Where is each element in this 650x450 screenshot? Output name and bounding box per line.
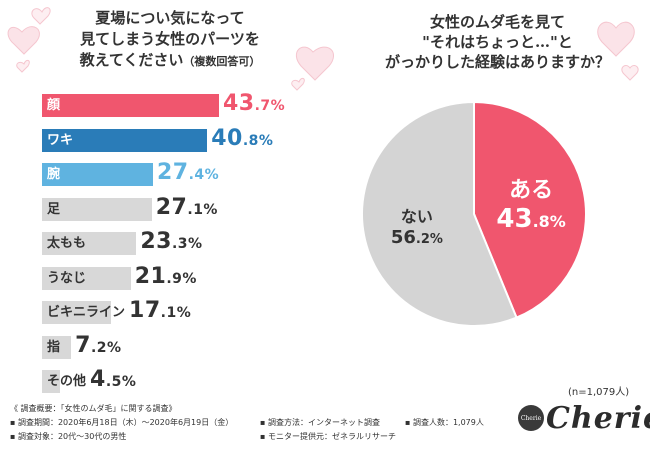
bar-value-dec-3: .1% <box>187 201 218 218</box>
pie-slice-1 <box>361 100 518 327</box>
pie-label-0: ある 43.8% <box>496 172 565 234</box>
bar-value-dec-2: .4% <box>188 167 220 183</box>
bar-label-7: 指 <box>47 339 61 355</box>
bar-0 <box>42 94 219 117</box>
bar-label-2: 腕 <box>47 167 61 182</box>
bar-label-6: ビキニライン <box>47 305 126 320</box>
heart-decoration-top-left <box>7 7 51 73</box>
bar-value-3: 27.1% <box>156 193 218 223</box>
bar-value-4: 23.3% <box>140 227 202 257</box>
brand-emblem-icon: Cherie <box>518 405 544 431</box>
bar-value-dec-1: .8% <box>242 132 274 149</box>
brand-logo: Cherie Cherie <box>518 398 650 438</box>
right-title-line-3: がっかりした経験はありますか？ <box>384 53 610 71</box>
right-question-title: 女性のムダ毛を見て "それはちょっと…"と がっかりした経験はありますか？ <box>345 12 650 72</box>
heart-decoration-mid <box>291 46 335 91</box>
left-title-line-1: 夏場につい気になって <box>95 9 245 27</box>
brand-name: Cherie <box>546 400 650 436</box>
bar-value-6: 17.1% <box>129 296 191 326</box>
bar-value-5: 21.9% <box>135 262 197 292</box>
survey-provider: ▪ モニター提供元：ゼネラルリサーチ <box>260 432 396 441</box>
bar-1 <box>42 128 208 152</box>
sample-size-label: (n=1,079人) <box>568 387 630 398</box>
bar-value-1: 40.8% <box>211 124 273 154</box>
right-title-line-1: 女性のムダ毛を見て <box>429 13 565 31</box>
right-title-line-2: "それはちょっと…"と <box>422 33 573 51</box>
pie-value-dec-1: .2% <box>415 231 443 247</box>
bar-label-4: 太もも <box>47 236 87 251</box>
bar-value-dec-6: .1% <box>160 305 192 321</box>
bar-value-int-6: 17 <box>129 298 161 323</box>
pie-label-name-1: ない <box>400 206 433 226</box>
multiple-answer-note: （複数回答可） <box>183 55 261 68</box>
survey-target: ▪ 調査対象：20代～30代の男性 <box>10 432 127 441</box>
bar-value-8: 4.5% <box>90 365 136 395</box>
survey-title: 《 調査概要：「女性のムダ毛」に関する調査》 <box>10 404 177 413</box>
bar-3 <box>42 197 152 221</box>
pie-label-value-0: 43.8% <box>496 204 566 234</box>
bar-value-int-1: 40 <box>211 125 243 151</box>
pie-label-name-0: ある <box>509 177 554 203</box>
pie-label-value-1: 56.2% <box>390 226 443 248</box>
pie-label-1: ない 56.2% <box>391 203 443 248</box>
pie-value-int-0: 43 <box>496 203 533 234</box>
pie-value-dec-0: .8% <box>532 211 566 231</box>
bar-5 <box>42 266 131 290</box>
bar-value-dec-8: .5% <box>105 374 137 390</box>
left-question-title: 夏場につい気になって 見てしまう女性のパーツを 教えてください（複数回答可） <box>0 8 340 72</box>
left-title-line-2: 見てしまう女性のパーツを <box>80 30 260 48</box>
bar-6 <box>42 301 112 324</box>
bar-7 <box>42 335 72 359</box>
bar-label-3: 足 <box>47 201 61 217</box>
pie-slice-0 <box>473 100 587 319</box>
bar-8 <box>42 370 61 393</box>
survey-overview: 《 調査概要：「女性のムダ毛」に関する調査》 ▪ 調査期間：2020年6月18日… <box>10 402 490 441</box>
bar-value-dec-4: .3% <box>171 236 203 252</box>
bar-value-dec-7: .2% <box>90 339 122 356</box>
left-title-line-3-text: 教えてください <box>79 51 184 69</box>
bar-value-int-7: 7 <box>75 332 91 358</box>
survey-method: ▪ 調査方法：インターネット調査 <box>260 418 380 427</box>
bar-label-5: うなじ <box>47 270 87 286</box>
heart-decoration-top-right <box>597 21 639 81</box>
pie-chart <box>361 100 587 327</box>
bar-label-0: 顔 <box>47 98 61 113</box>
bar-2 <box>42 163 153 186</box>
bar-value-2: 27.4% <box>157 158 219 188</box>
bar-label-8: その他 <box>47 374 87 389</box>
bar-value-int-0: 43 <box>222 91 255 116</box>
bar-value-int-8: 4 <box>90 367 106 392</box>
bar-value-7: 7.2% <box>75 331 121 361</box>
bar-value-int-5: 21 <box>134 263 167 289</box>
bar-chart: 顔 43.7% ワキ 40.8% 腕 27.4% 足 27.1% 太もも 23.3% うなじ 21.9… <box>0 0 340 400</box>
bar-value-dec-5: .9% <box>166 270 197 287</box>
bar-label-1: ワキ <box>47 132 74 148</box>
survey-period: ▪ 調査期間：2020年6月18日（木）～2020年6月19日（金） <box>10 418 234 427</box>
bar-4 <box>42 232 137 255</box>
bar-value-int-4: 23 <box>140 229 172 254</box>
left-title-line-3: 教えてください（複数回答可） <box>0 50 340 72</box>
bar-value-0: 43.7% <box>223 89 285 119</box>
survey-count: ▪ 調査人数：1,079人 <box>405 418 484 427</box>
pie-value-int-1: 56 <box>390 226 416 248</box>
bar-value-int-2: 27 <box>156 160 189 185</box>
bar-value-int-3: 27 <box>155 194 188 220</box>
bar-value-dec-0: .7% <box>254 98 286 114</box>
